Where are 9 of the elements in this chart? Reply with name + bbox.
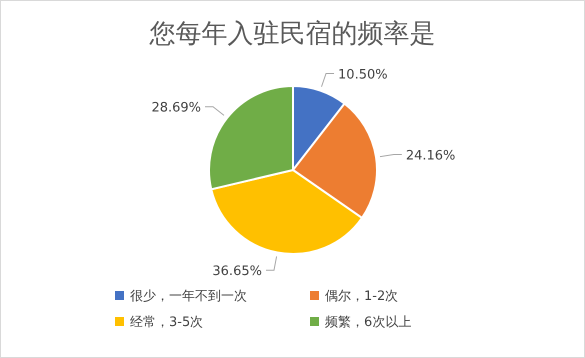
legend-label: 经常，3-5次 [130,315,204,330]
data-label: 24.16% [406,148,456,164]
data-label: 36.65% [212,264,262,280]
chart-title: 您每年入驻民宿的频率是 [148,19,436,49]
legend-label: 偶尔，1-2次 [325,289,398,304]
legend-label: 频繁，6次以上 [325,315,412,330]
data-label: 28.69% [151,100,202,116]
data-label: 10.50% [338,68,388,82]
legend-label: 很少，一年不到一次 [130,289,247,304]
